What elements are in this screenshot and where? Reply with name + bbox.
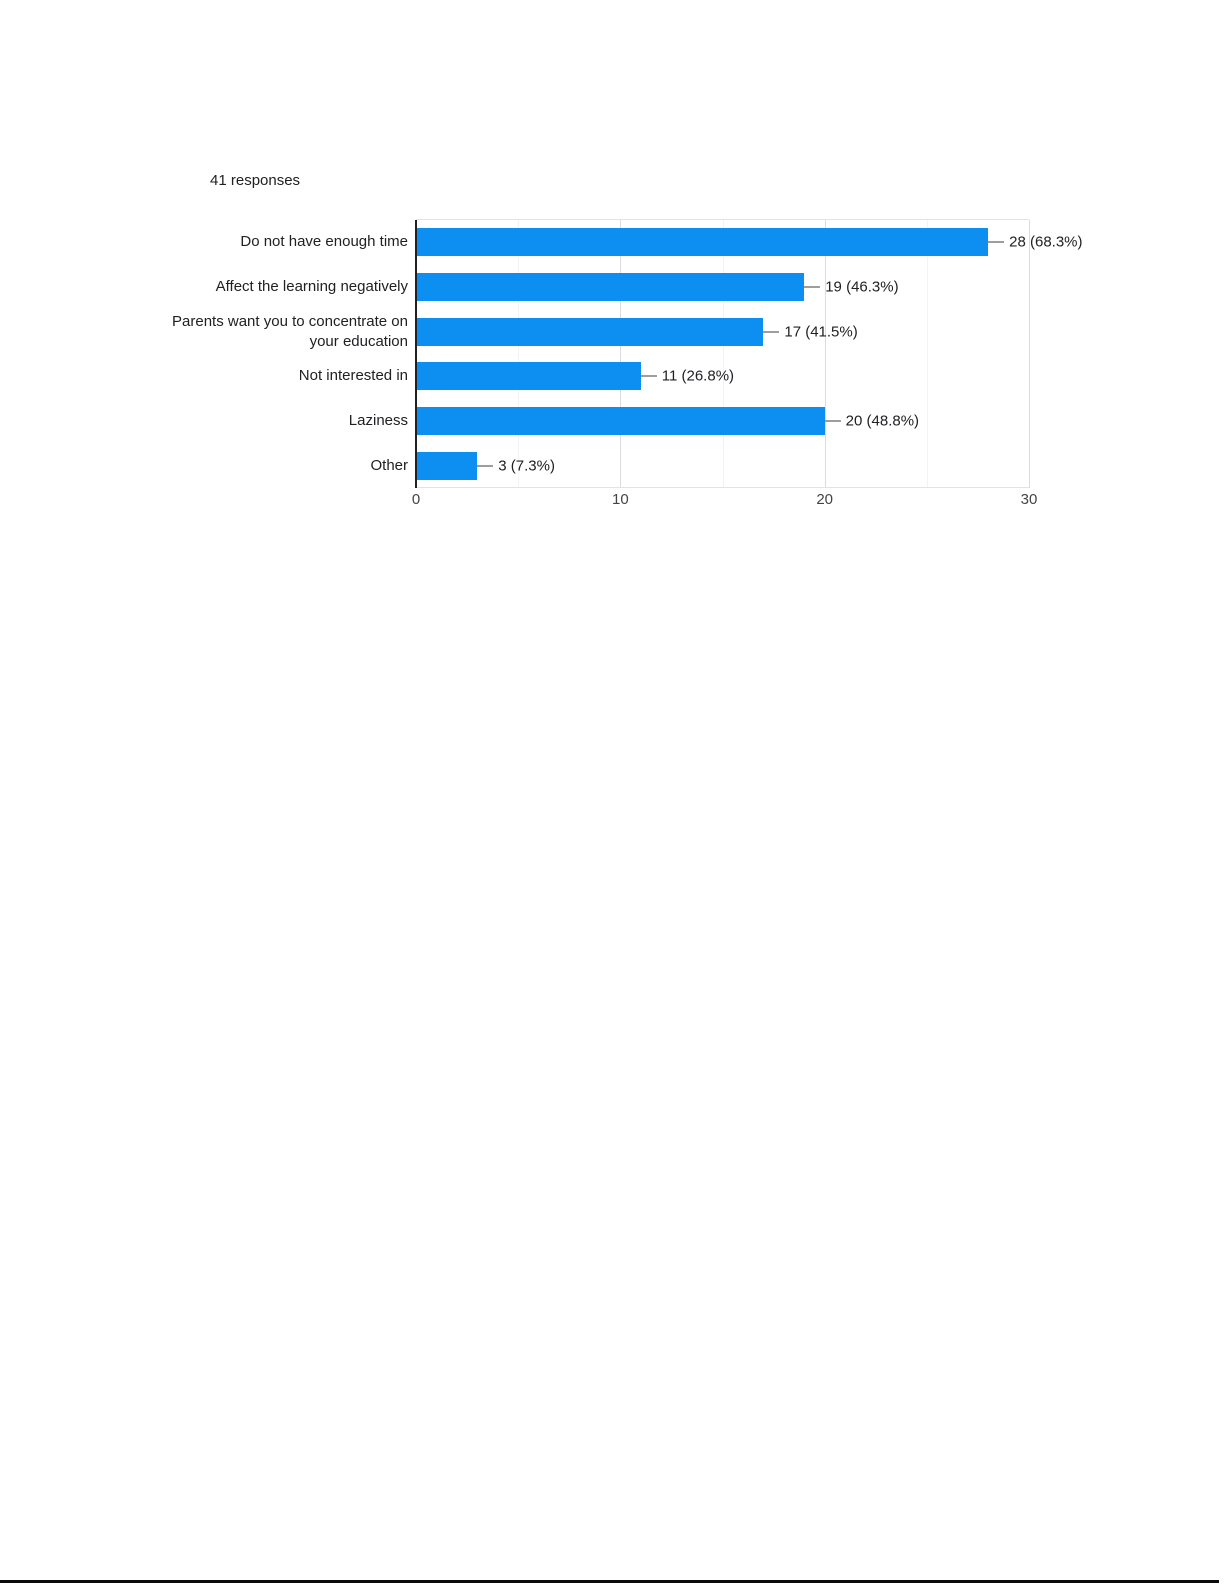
y-axis-line — [415, 220, 417, 488]
bar — [417, 317, 764, 346]
bar — [417, 273, 805, 301]
value-label: 17 (41.5%) — [784, 323, 858, 341]
x-axis-tick-label: 20 — [816, 491, 833, 508]
category-label: Not interested in — [298, 367, 408, 385]
responses-count: 41 responses — [210, 172, 301, 189]
category-label: Laziness — [348, 412, 408, 429]
value-callout-line — [477, 464, 494, 467]
value-label: 3 (7.3%) — [498, 457, 555, 475]
x-axis-tick-label: 0 — [411, 491, 421, 508]
category-label: Other — [370, 456, 408, 474]
category-label: Parents want you to concentrate on your … — [172, 312, 408, 350]
minor-gridline — [722, 220, 724, 488]
value-callout-line — [804, 286, 821, 288]
minor-gridline — [926, 220, 928, 488]
value-label: 19 (46.3%) — [825, 278, 899, 296]
bar — [417, 451, 478, 480]
value-label: 28 (68.3%) — [1009, 233, 1083, 251]
minor-gridline — [518, 220, 520, 488]
value-callout-line — [763, 330, 780, 333]
major-gridline — [620, 220, 622, 488]
category-label: Affect the learning negatively — [215, 278, 408, 295]
value-callout-line — [988, 241, 1005, 244]
page-bottom-border — [0, 1580, 1219, 1583]
value-label: 11 (26.8%) — [661, 367, 735, 385]
value-callout-line — [824, 420, 841, 422]
bar — [417, 228, 989, 257]
category-label: Do not have enough time — [240, 233, 408, 251]
plot-top-border — [416, 219, 1029, 220]
value-callout-line — [640, 375, 657, 378]
major-gridline — [1029, 220, 1030, 488]
x-axis-tick-label: 10 — [611, 491, 629, 508]
value-label: 20 (48.8%) — [845, 412, 920, 430]
bar — [417, 407, 825, 435]
plot-bottom-border — [416, 487, 1029, 488]
x-axis-tick-label: 30 — [1020, 491, 1038, 508]
bar — [417, 362, 641, 391]
major-gridline — [824, 220, 826, 488]
